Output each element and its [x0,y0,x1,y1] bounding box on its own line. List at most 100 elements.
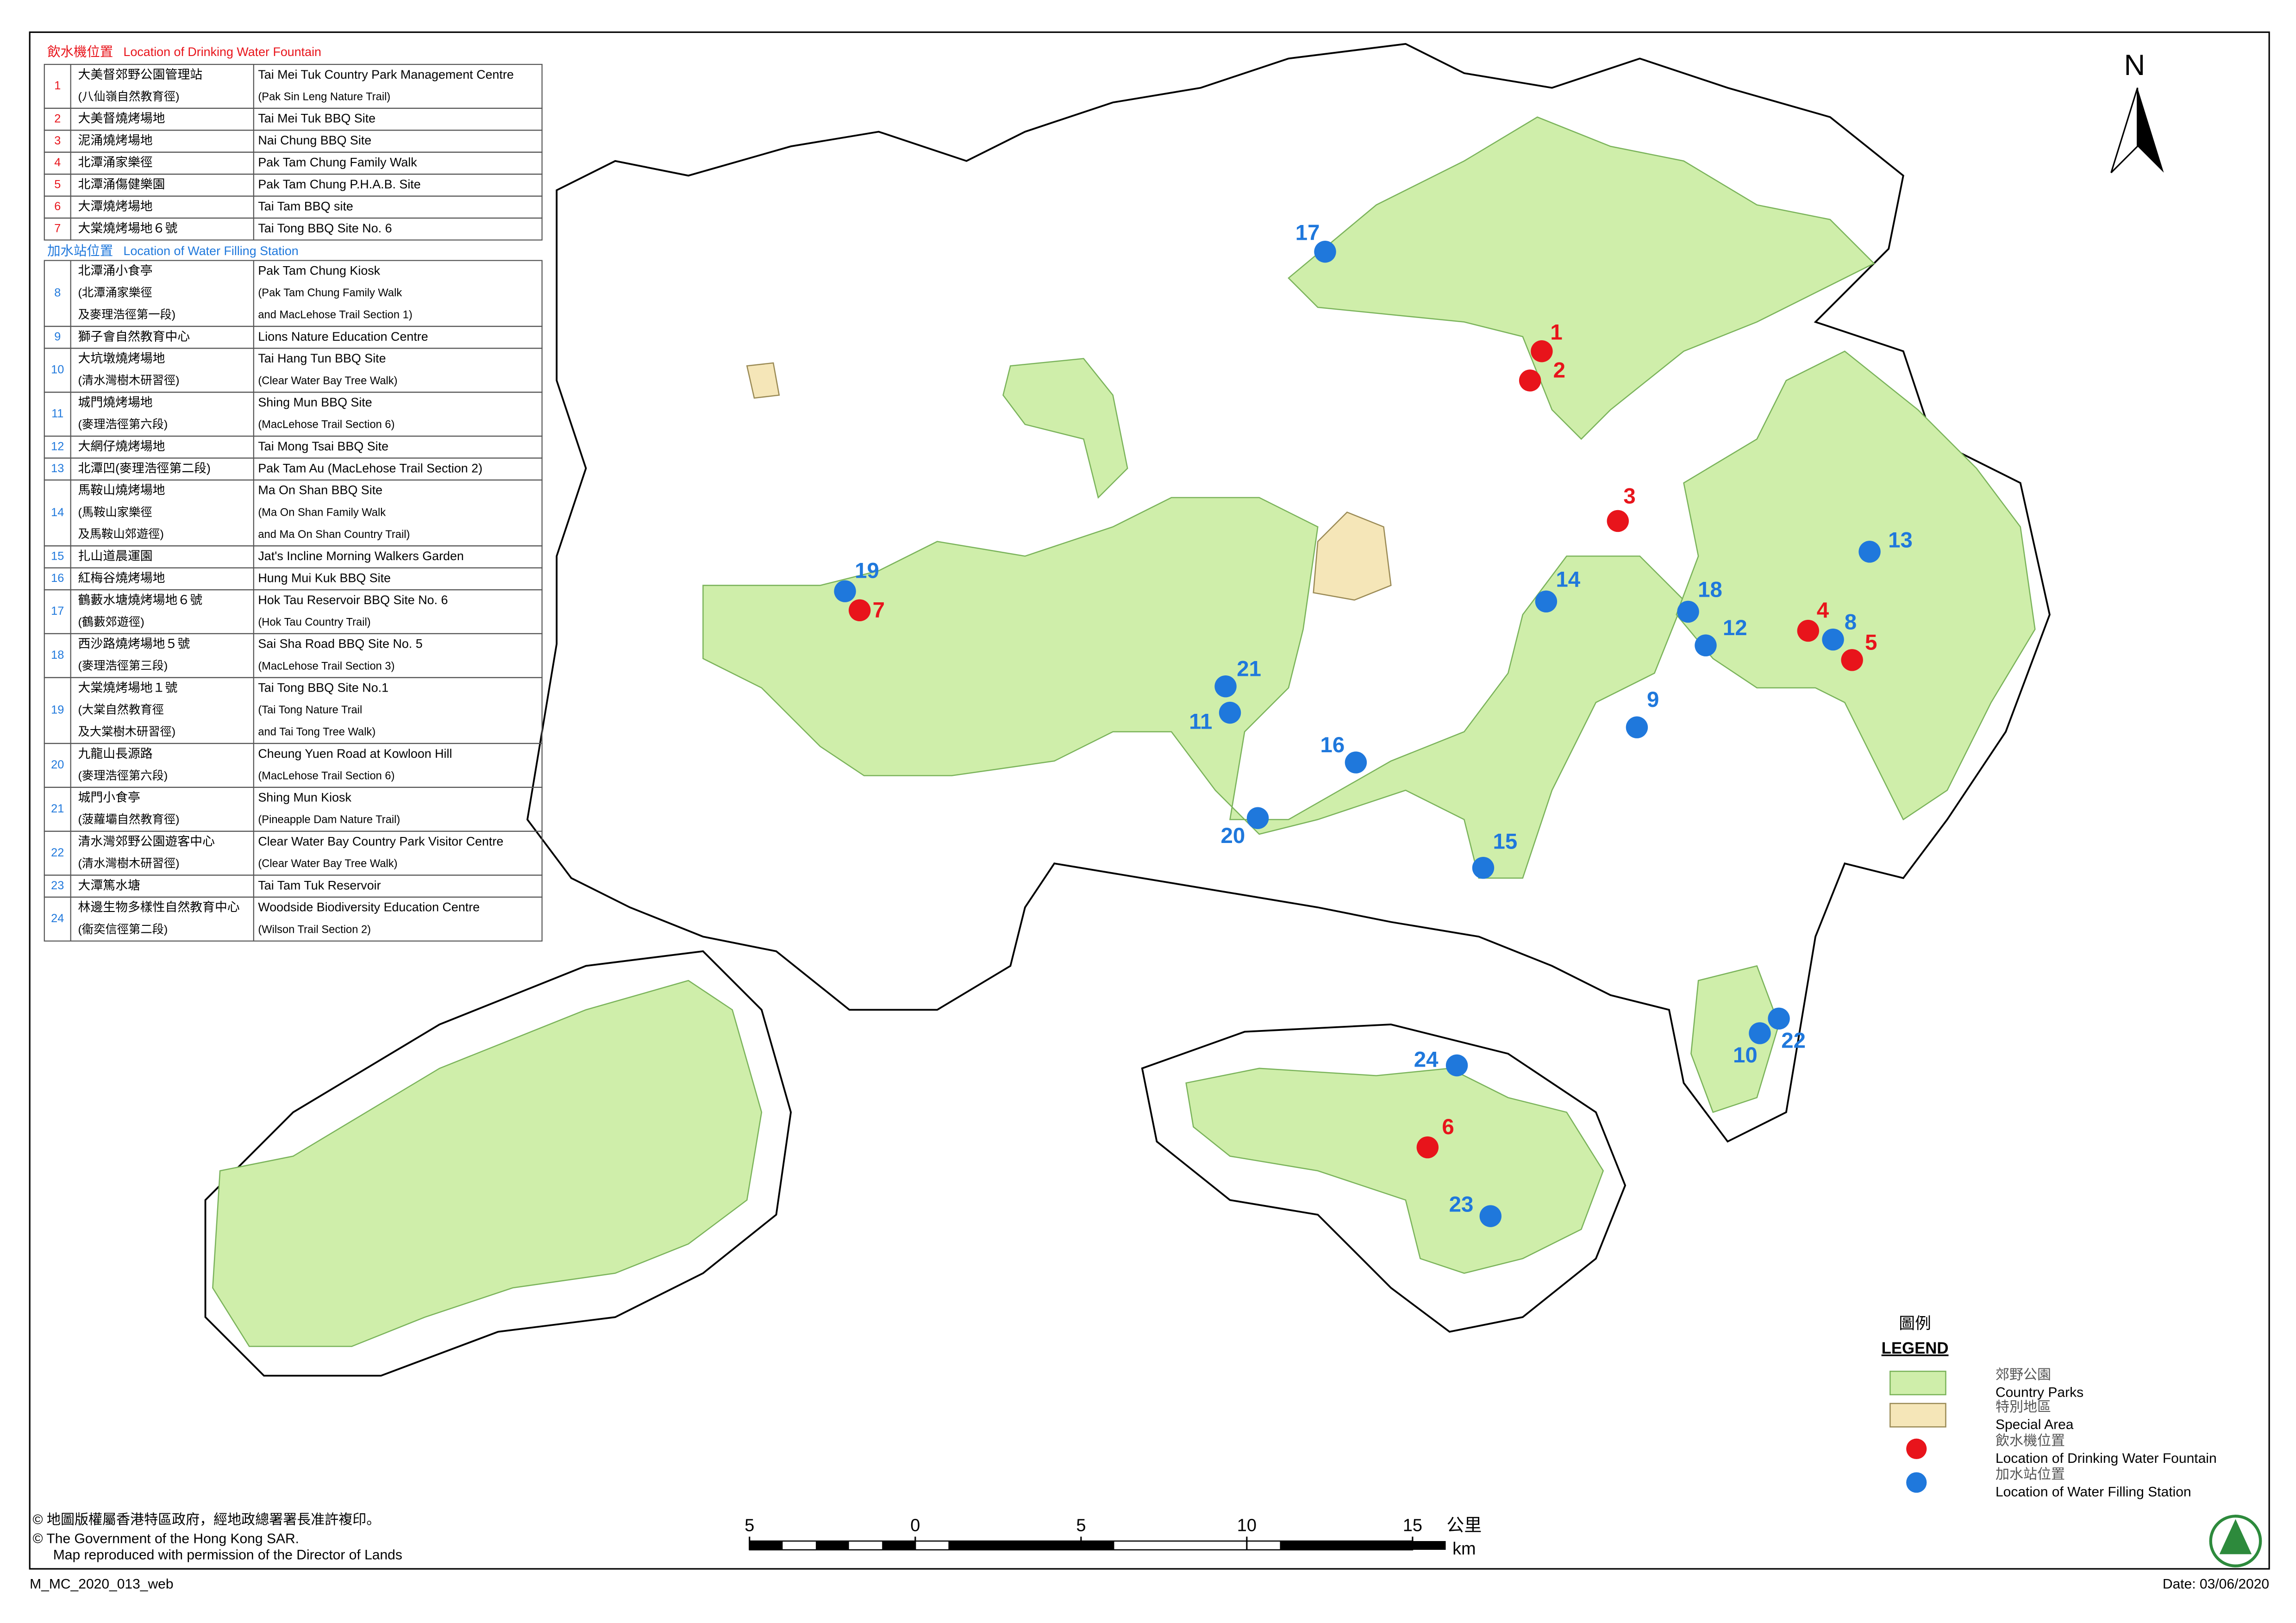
row-number: 2 [54,112,61,125]
row-number: 23 [51,879,64,892]
row-number: 3 [54,134,61,147]
station-marker [1822,628,1844,651]
marker-label: 23 [1449,1192,1474,1217]
country-park [212,980,763,1347]
marker-label: 18 [1698,578,1722,602]
row-number: 21 [51,802,64,815]
row-number: 7 [54,222,61,235]
row-number: 9 [54,330,61,343]
scale-bar-segment [948,1541,1114,1550]
marker-label: 3 [1623,484,1635,508]
table-title-zh: 飲水機位置 [47,44,113,59]
country-park [1690,965,1780,1113]
north-label: N [2124,49,2145,81]
marker-label: 2 [1553,358,1565,383]
row-number: 13 [51,462,64,475]
copyright-line: Map reproduced with permission of the Di… [53,1548,402,1563]
marker-label: 6 [1442,1115,1454,1139]
row-name-en: (Pak Tam Chung Family Walk [258,287,402,299]
row-name-en: Jat's Incline Morning Walkers Garden [258,549,464,563]
scale-bar-segment [882,1541,915,1550]
row-name-zh: (麥理浩徑第三段) [78,660,168,673]
copyright-line: © The Government of the Hong Kong SAR. [33,1531,300,1547]
row-name-en: Woodside Biodiversity Education Centre [258,900,480,914]
row-name-en: Hok Tau Reservoir BBQ Site No. 6 [258,593,448,607]
scale-tick-label: 10 [1237,1516,1257,1535]
north-arrow: N [2110,49,2164,174]
row-name-zh: (清水灣樹木研習徑) [78,857,180,870]
row-name-zh: (馬鞍山家樂徑 [78,506,152,519]
table-row [44,217,543,241]
legend-title-en: LEGEND [1882,1340,1949,1357]
row-name-zh: 北潭涌家樂徑 [78,156,153,169]
row-name-zh: 西沙路燒烤場地５號 [78,637,190,651]
marker-label: 24 [1414,1048,1439,1072]
row-name-en: Shing Mun BBQ Site [258,395,372,409]
row-name-zh: (大棠自然教育徑 [78,704,164,717]
country-park [1288,116,1875,440]
legend-label-zh: 飲水機位置 [1996,1433,2065,1448]
legend-park-swatch [1889,1370,1946,1396]
footer-right: Date: 03/06/2020 [2163,1577,2269,1592]
marker-label: 5 [1865,630,1877,655]
legend-label-zh: 郊野公園 [1996,1367,2051,1383]
row-name-en: Ma On Shan BBQ Site [258,483,382,497]
row-name-en: Tai Tam Tuk Reservoir [258,878,381,892]
station-marker [1246,807,1269,829]
country-park [702,497,1685,879]
marker-label: 12 [1723,616,1747,640]
row-name-en: Pak Tam Chung P.H.A.B. Site [258,177,420,191]
fountain-marker [1416,1136,1439,1159]
row-number: 5 [54,178,61,191]
row-number: 6 [54,200,61,213]
row-name-en: Tai Mong Tsai BBQ Site [258,439,388,453]
row-name-en: (Clear Water Bay Tree Walk) [258,375,397,387]
legend-label-zh: 特別地區 [1996,1399,2051,1415]
legend-label-en: Country Parks [1996,1385,2083,1400]
scale-tick-label: 0 [910,1516,920,1535]
legend-label-zh: 加水站位置 [1996,1467,2065,1482]
row-name-zh: (八仙嶺自然教育徑) [78,90,180,103]
table-title-en: Location of Drinking Water Fountain [124,45,321,59]
row-name-en: (Wilson Trail Section 2) [258,924,371,936]
scale-tick-label: 5 [744,1516,754,1535]
row-name-zh: 城門小食亭 [78,791,140,805]
marker-label: 9 [1647,687,1659,712]
row-name-en: Tai Tong BBQ Site No. 6 [258,221,392,235]
footer-left: M_MC_2020_013_web [30,1577,173,1592]
row-name-en: and Ma On Shan Country Trail) [258,529,410,541]
row-number: 8 [54,287,61,300]
marker-label: 1 [1550,320,1562,344]
row-name-zh: (北潭涌家樂徑 [78,287,152,300]
station-marker [1768,1007,1790,1030]
table-title-zh: 加水站位置 [47,243,113,258]
row-name-zh: (衞奕信徑第二段) [78,923,168,936]
fountain-marker [1531,340,1553,362]
scale-bar-segment [749,1541,783,1550]
row-name-zh: 清水灣郊野公園遊客中心 [78,834,215,848]
row-name-zh: 大美督燒烤場地 [78,112,165,125]
legend-label-en: Special Area [1996,1417,2074,1432]
row-number: 1 [54,79,61,92]
station-marker [1472,857,1495,879]
marker-label: 7 [873,598,885,623]
row-name-zh: (麥理浩徑第六段) [78,418,168,431]
row-number: 11 [51,407,63,420]
row-name-en: Tai Mei Tuk Country Park Management Cent… [258,68,513,81]
legend-label-en: Location of Drinking Water Fountain [1996,1451,2217,1466]
row-number: 14 [51,506,64,519]
scale-bar-segment [1280,1541,1446,1550]
afcd-logo-tree [2219,1519,2252,1554]
marker-label: 14 [1556,568,1580,592]
marker-label: 22 [1781,1028,1806,1053]
coastline [1141,1024,1627,1333]
row-name-zh: 扎山道晨運園 [78,549,153,563]
station-marker [1219,701,1241,724]
row-number: 17 [51,605,64,618]
station-marker [1677,600,1699,623]
copyright-line: © 地圖版權屬香港特區政府，經地政總署署長准許複印。 [33,1512,381,1528]
row-name-en: Pak Tam Au (MacLehose Trail Section 2) [258,461,482,475]
marker-label: 8 [1845,610,1857,634]
row-name-en: Nai Chung BBQ Site [258,133,371,147]
